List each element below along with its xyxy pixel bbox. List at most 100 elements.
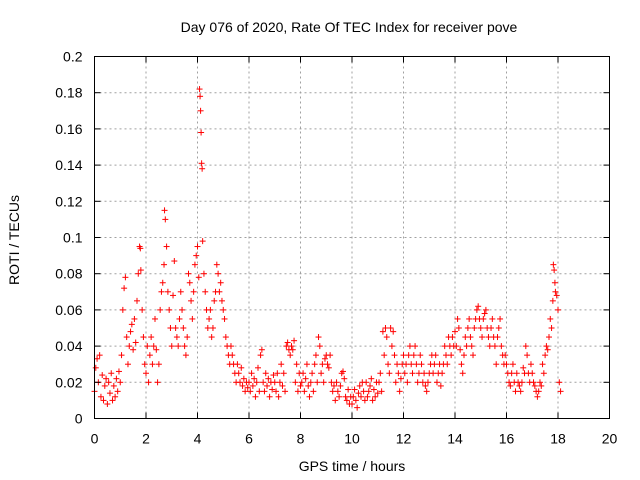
- data-point: [536, 379, 543, 386]
- x-tick-label: 12: [396, 431, 412, 447]
- data-point: [239, 382, 246, 389]
- data-point: [131, 315, 138, 322]
- y-tick-label: 0.18: [55, 85, 82, 101]
- data-point: [247, 388, 254, 395]
- data-point: [467, 334, 474, 341]
- data-point: [176, 315, 183, 322]
- data-point: [204, 325, 211, 331]
- data-point: [551, 267, 558, 274]
- data-point: [481, 310, 488, 317]
- y-tick-label: 0: [75, 411, 83, 427]
- data-point: [189, 315, 196, 322]
- data-point: [452, 328, 458, 335]
- marks-layer: [91, 86, 564, 411]
- data-point: [544, 346, 551, 353]
- data-point: [288, 343, 295, 350]
- data-point: [421, 370, 428, 377]
- data-point: [383, 334, 390, 341]
- data-point: [368, 375, 375, 382]
- data-point: [320, 379, 327, 386]
- data-point: [249, 382, 256, 389]
- data-point: [349, 401, 355, 408]
- data-point: [104, 401, 111, 408]
- data-point: [468, 343, 475, 350]
- data-point: [414, 379, 421, 386]
- data-point: [556, 379, 563, 386]
- data-point: [539, 361, 546, 368]
- data-point: [141, 361, 148, 368]
- data-point: [491, 343, 498, 350]
- data-point: [222, 334, 229, 341]
- data-point: [166, 306, 173, 313]
- data-point: [175, 343, 182, 350]
- data-point: [213, 261, 220, 268]
- data-point: [177, 288, 184, 295]
- data-point: [310, 388, 317, 395]
- y-tick-label: 0.04: [55, 338, 82, 354]
- data-point: [235, 370, 242, 377]
- data-point: [108, 370, 115, 377]
- data-point: [390, 328, 397, 335]
- data-point: [470, 352, 477, 359]
- data-point: [298, 379, 305, 386]
- data-point: [370, 386, 377, 393]
- data-point: [387, 325, 394, 331]
- data-point: [242, 388, 249, 395]
- data-point: [184, 334, 191, 341]
- y-tick-label: 0.14: [55, 157, 82, 173]
- data-point: [215, 270, 222, 277]
- data-point: [278, 361, 285, 368]
- data-point: [124, 361, 131, 368]
- data-point: [162, 216, 169, 223]
- data-point: [543, 343, 550, 350]
- data-point: [555, 306, 561, 313]
- data-point: [422, 382, 429, 389]
- data-point: [473, 306, 480, 313]
- data-point: [547, 315, 554, 322]
- data-point: [418, 361, 425, 368]
- data-point: [110, 382, 117, 389]
- data-point: [261, 388, 268, 395]
- data-point: [211, 297, 218, 304]
- data-point: [479, 334, 486, 341]
- data-point: [403, 361, 410, 368]
- data-point: [258, 346, 265, 353]
- data-point: [448, 352, 455, 359]
- data-point: [552, 288, 559, 295]
- data-point: [457, 346, 464, 353]
- data-point: [155, 361, 162, 368]
- data-point: [524, 352, 531, 359]
- data-point: [208, 334, 215, 341]
- data-point: [220, 306, 227, 313]
- data-point: [485, 334, 492, 341]
- data-point: [132, 339, 139, 346]
- data-point: [431, 361, 438, 368]
- data-point: [535, 388, 542, 395]
- data-point: [271, 379, 278, 386]
- data-point: [185, 270, 192, 277]
- data-point: [115, 368, 122, 375]
- data-point: [406, 343, 413, 350]
- data-point: [126, 343, 133, 350]
- data-point: [294, 388, 301, 395]
- data-point: [341, 375, 348, 382]
- data-point: [377, 370, 384, 377]
- data-point: [462, 334, 469, 341]
- data-point: [480, 315, 487, 322]
- data-point: [413, 361, 420, 368]
- data-point: [488, 325, 495, 331]
- data-point: [234, 361, 241, 368]
- data-point: [352, 397, 359, 404]
- data-point: [200, 270, 207, 277]
- data-point: [433, 379, 440, 386]
- data-point: [197, 107, 204, 114]
- data-point: [289, 346, 296, 353]
- data-point: [180, 325, 187, 331]
- data-point: [408, 361, 415, 368]
- data-point: [324, 361, 331, 368]
- data-point: [196, 86, 203, 93]
- data-point: [367, 382, 374, 389]
- data-point: [396, 388, 403, 395]
- data-point: [262, 370, 269, 377]
